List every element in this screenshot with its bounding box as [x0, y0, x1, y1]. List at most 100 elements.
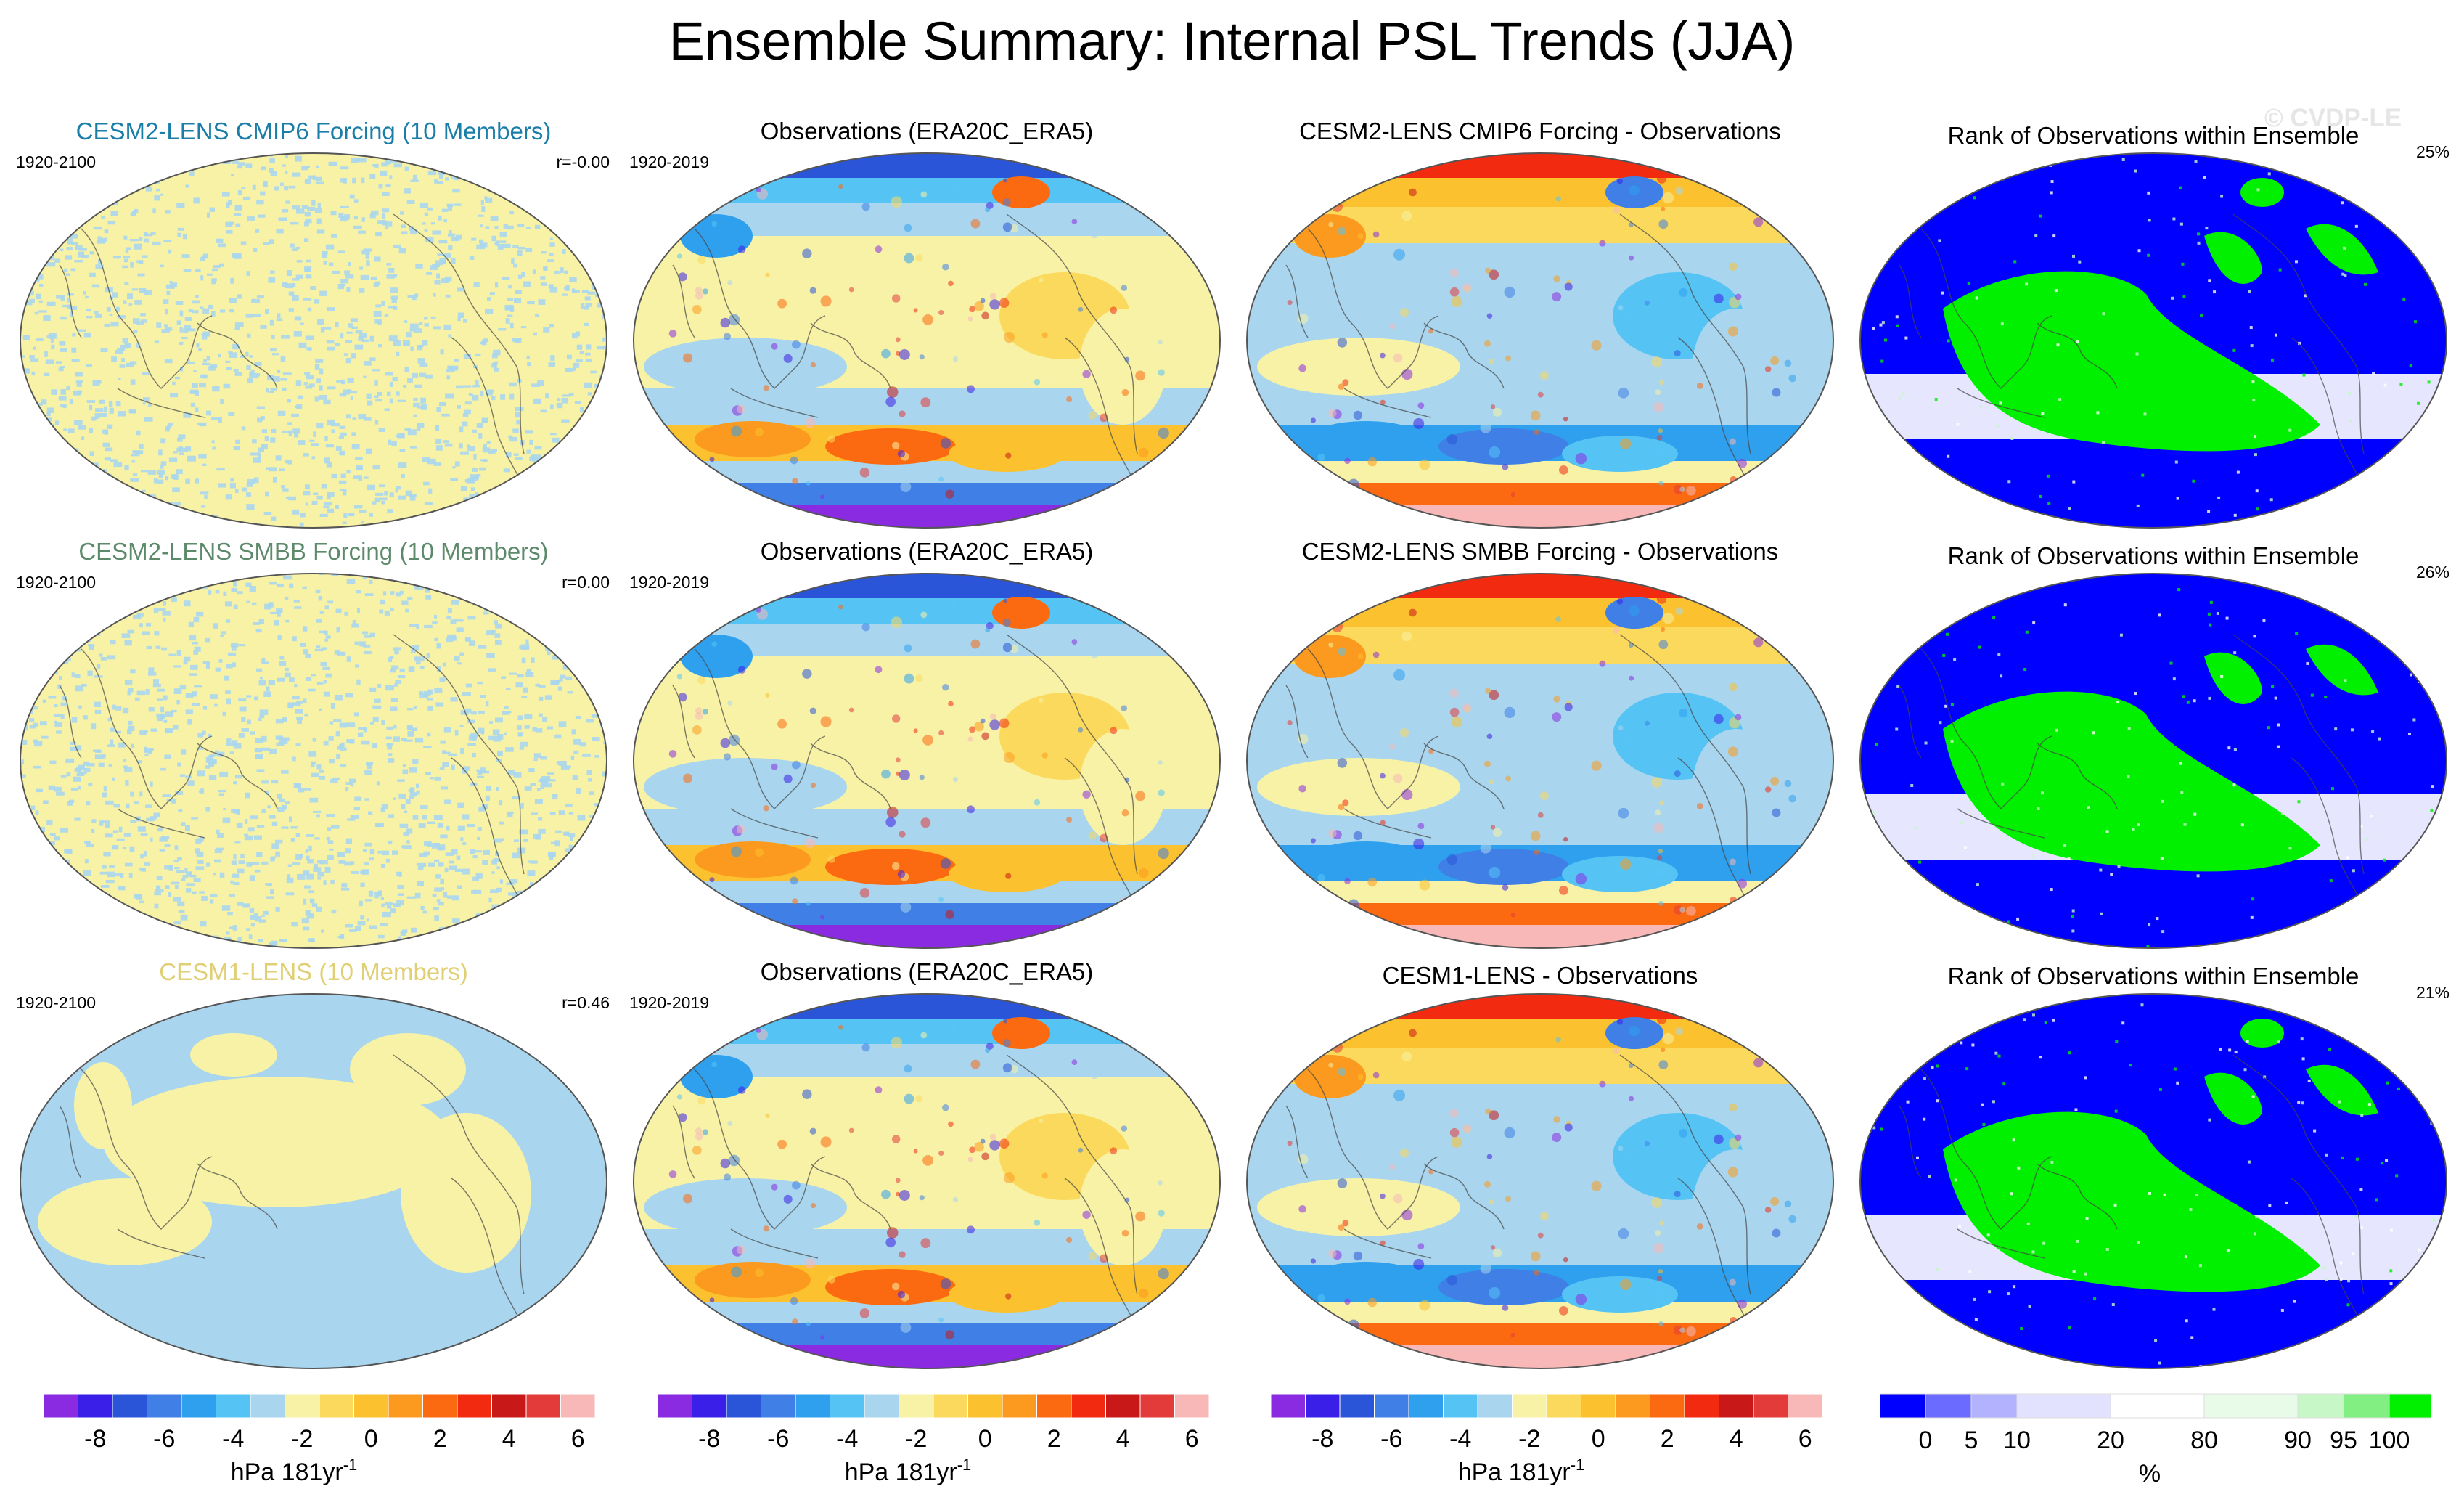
rank-speckle	[2006, 920, 2010, 923]
model-speckle	[339, 722, 347, 728]
model-speckle	[302, 626, 308, 632]
model-speckle	[607, 471, 611, 476]
model-speckle	[505, 747, 514, 752]
model-speckle	[225, 601, 232, 607]
model-speckle	[324, 502, 332, 506]
rank-speckle	[2447, 481, 2450, 484]
model-speckle	[312, 738, 316, 742]
rank-speckle	[2427, 380, 2431, 384]
trend-noise	[981, 1152, 989, 1161]
model-speckle	[378, 428, 385, 432]
model-speckle	[93, 612, 102, 616]
model-speckle	[200, 275, 204, 281]
colorbar-cell	[319, 1393, 354, 1419]
model-speckle	[439, 258, 446, 264]
model-speckle	[576, 359, 583, 362]
trend-noise	[1775, 852, 1784, 861]
model-speckle	[586, 344, 592, 350]
model-speckle	[399, 668, 405, 673]
trend-noise	[899, 1189, 910, 1201]
model-speckle	[281, 334, 290, 339]
model-speckle	[497, 750, 503, 756]
model-speckle	[406, 896, 416, 899]
model-speckle	[555, 156, 562, 161]
model-speckle	[349, 194, 355, 199]
trend-noise	[820, 1136, 832, 1148]
model-speckle	[603, 412, 607, 417]
trend-noise	[1357, 233, 1364, 240]
model-speckle	[118, 378, 121, 380]
trend-noise	[783, 1194, 793, 1204]
model-speckle	[245, 314, 253, 318]
model-speckle	[134, 575, 142, 581]
model-speckle	[305, 677, 312, 681]
model-speckle	[450, 478, 458, 481]
model-speckle	[449, 229, 452, 234]
model-speckle	[355, 457, 363, 460]
coastline	[672, 1105, 695, 1179]
rank-speckle	[1860, 1002, 1862, 1006]
rank-speckle	[2040, 791, 2044, 795]
trend-noise	[989, 293, 996, 300]
model-speckle	[155, 939, 162, 945]
model-speckle	[541, 529, 548, 532]
model-speckle	[212, 446, 216, 450]
model-speckle	[435, 260, 443, 266]
model-speckle	[60, 199, 65, 203]
coastline	[393, 634, 525, 875]
model-speckle	[163, 617, 166, 622]
model-speckle	[214, 158, 218, 162]
model-speckle	[258, 919, 266, 923]
trend-noise	[1298, 784, 1306, 793]
model-speckle	[515, 190, 519, 194]
panel-title: CESM2-LENS SMBB Forcing - Observations	[1301, 538, 1779, 565]
model-speckle	[316, 495, 323, 500]
trend-noise	[1775, 432, 1784, 441]
model-speckle	[82, 484, 91, 490]
model-speckle	[451, 237, 460, 242]
model-speckle	[99, 871, 107, 875]
model-speckle	[338, 860, 346, 864]
model-speckle	[127, 950, 134, 953]
trend-noise	[915, 674, 923, 682]
trend-noise	[1154, 698, 1162, 706]
trend-noise	[891, 1135, 901, 1143]
model-speckle	[67, 238, 73, 245]
trend-noise	[1735, 714, 1742, 721]
model-speckle	[70, 746, 78, 752]
model-speckle	[185, 693, 194, 698]
model-speckle	[229, 926, 234, 929]
rank-speckle	[2127, 775, 2130, 778]
rank-speckle	[2000, 674, 2003, 678]
trend-noise	[1655, 868, 1666, 878]
model-speckle	[459, 652, 464, 656]
trend-noise	[913, 1149, 918, 1154]
trend-noise	[1401, 1209, 1413, 1221]
rank-speckle	[2338, 1100, 2341, 1104]
trend-noise	[1735, 1134, 1742, 1141]
model-speckle	[380, 863, 385, 868]
rank-speckle	[2342, 1021, 2346, 1025]
colorbar-tick-label: 4	[502, 1425, 516, 1453]
model-speckle	[171, 597, 177, 603]
model-speckle	[165, 885, 170, 889]
model-speckle	[51, 478, 57, 483]
trend-noise	[848, 1127, 854, 1133]
trend-noise	[919, 775, 925, 780]
model-speckle	[57, 633, 65, 637]
model-speckle	[164, 359, 173, 364]
trend-noise	[838, 1024, 843, 1030]
trend-noise	[676, 1094, 683, 1100]
rank-speckle	[1971, 1043, 1975, 1047]
model-speckle	[147, 672, 157, 676]
model-speckle	[388, 335, 398, 342]
model-speckle	[456, 855, 461, 860]
model-speckle	[277, 807, 285, 812]
rank-speckle	[1925, 191, 1928, 195]
model-speckle	[238, 733, 245, 738]
model-speckle	[130, 791, 134, 797]
model-speckle	[283, 575, 292, 580]
map-rank-row-2	[1859, 573, 2447, 949]
model-speckle	[36, 902, 42, 907]
model-speckle	[67, 801, 73, 806]
